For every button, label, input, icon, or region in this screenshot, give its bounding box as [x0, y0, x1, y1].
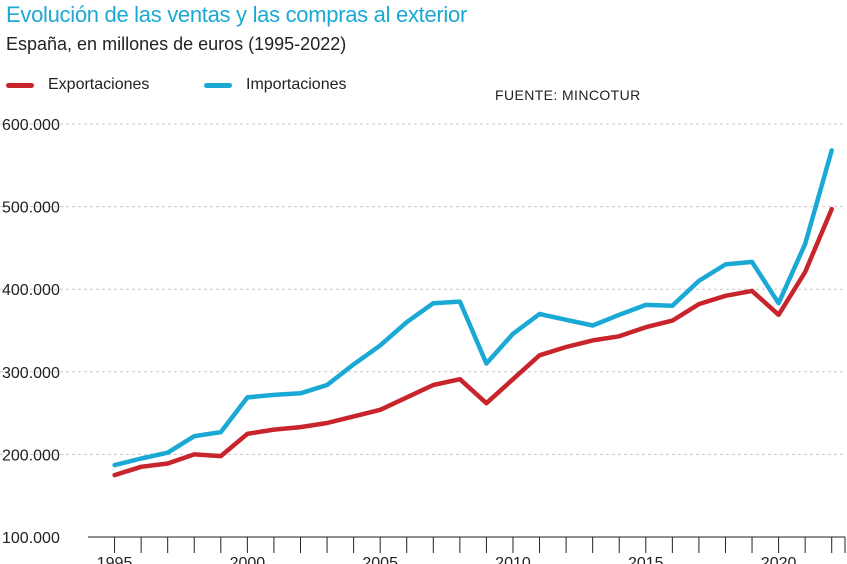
chart-source: FUENTE: MINCOTUR [495, 87, 641, 103]
legend-label-importaciones: Importaciones [246, 76, 347, 93]
y-tick-label: 400.000 [2, 282, 60, 299]
x-tick-label: 1995 [97, 555, 133, 564]
y-tick-label: 200.000 [2, 447, 60, 464]
x-tick-label: 2010 [495, 555, 531, 564]
x-tick-label: 2020 [761, 555, 797, 564]
y-tick-label: 100.000 [2, 530, 60, 547]
legend-swatch-importaciones [204, 82, 232, 88]
x-tick-label: 2000 [230, 555, 266, 564]
y-tick-label: 500.000 [2, 200, 60, 217]
chart-title: Evolución de las ventas y las compras al… [6, 2, 467, 27]
legend-item-importaciones: Importaciones [204, 75, 347, 95]
grid-layer [0, 123, 845, 455]
series-layer [112, 148, 834, 478]
legend-item-exportaciones: Exportaciones [6, 75, 149, 95]
x-axis [88, 536, 846, 553]
x-tick-label: 2005 [362, 555, 398, 564]
series-line-exportaciones [112, 206, 834, 478]
series-line-importaciones [112, 148, 834, 468]
y-tick-label: 300.000 [2, 365, 60, 382]
legend-swatch-exportaciones [6, 82, 34, 88]
y-tick-label: 600.000 [2, 117, 60, 134]
x-tick-label: 2015 [628, 555, 664, 564]
chart-subtitle: España, en millones de euros (1995-2022) [6, 34, 347, 54]
tick-labels: 100.000 200.000 300.000 400.000 500.000 600.0… [2, 117, 796, 564]
legend-label-exportaciones: Exportaciones [48, 76, 150, 93]
